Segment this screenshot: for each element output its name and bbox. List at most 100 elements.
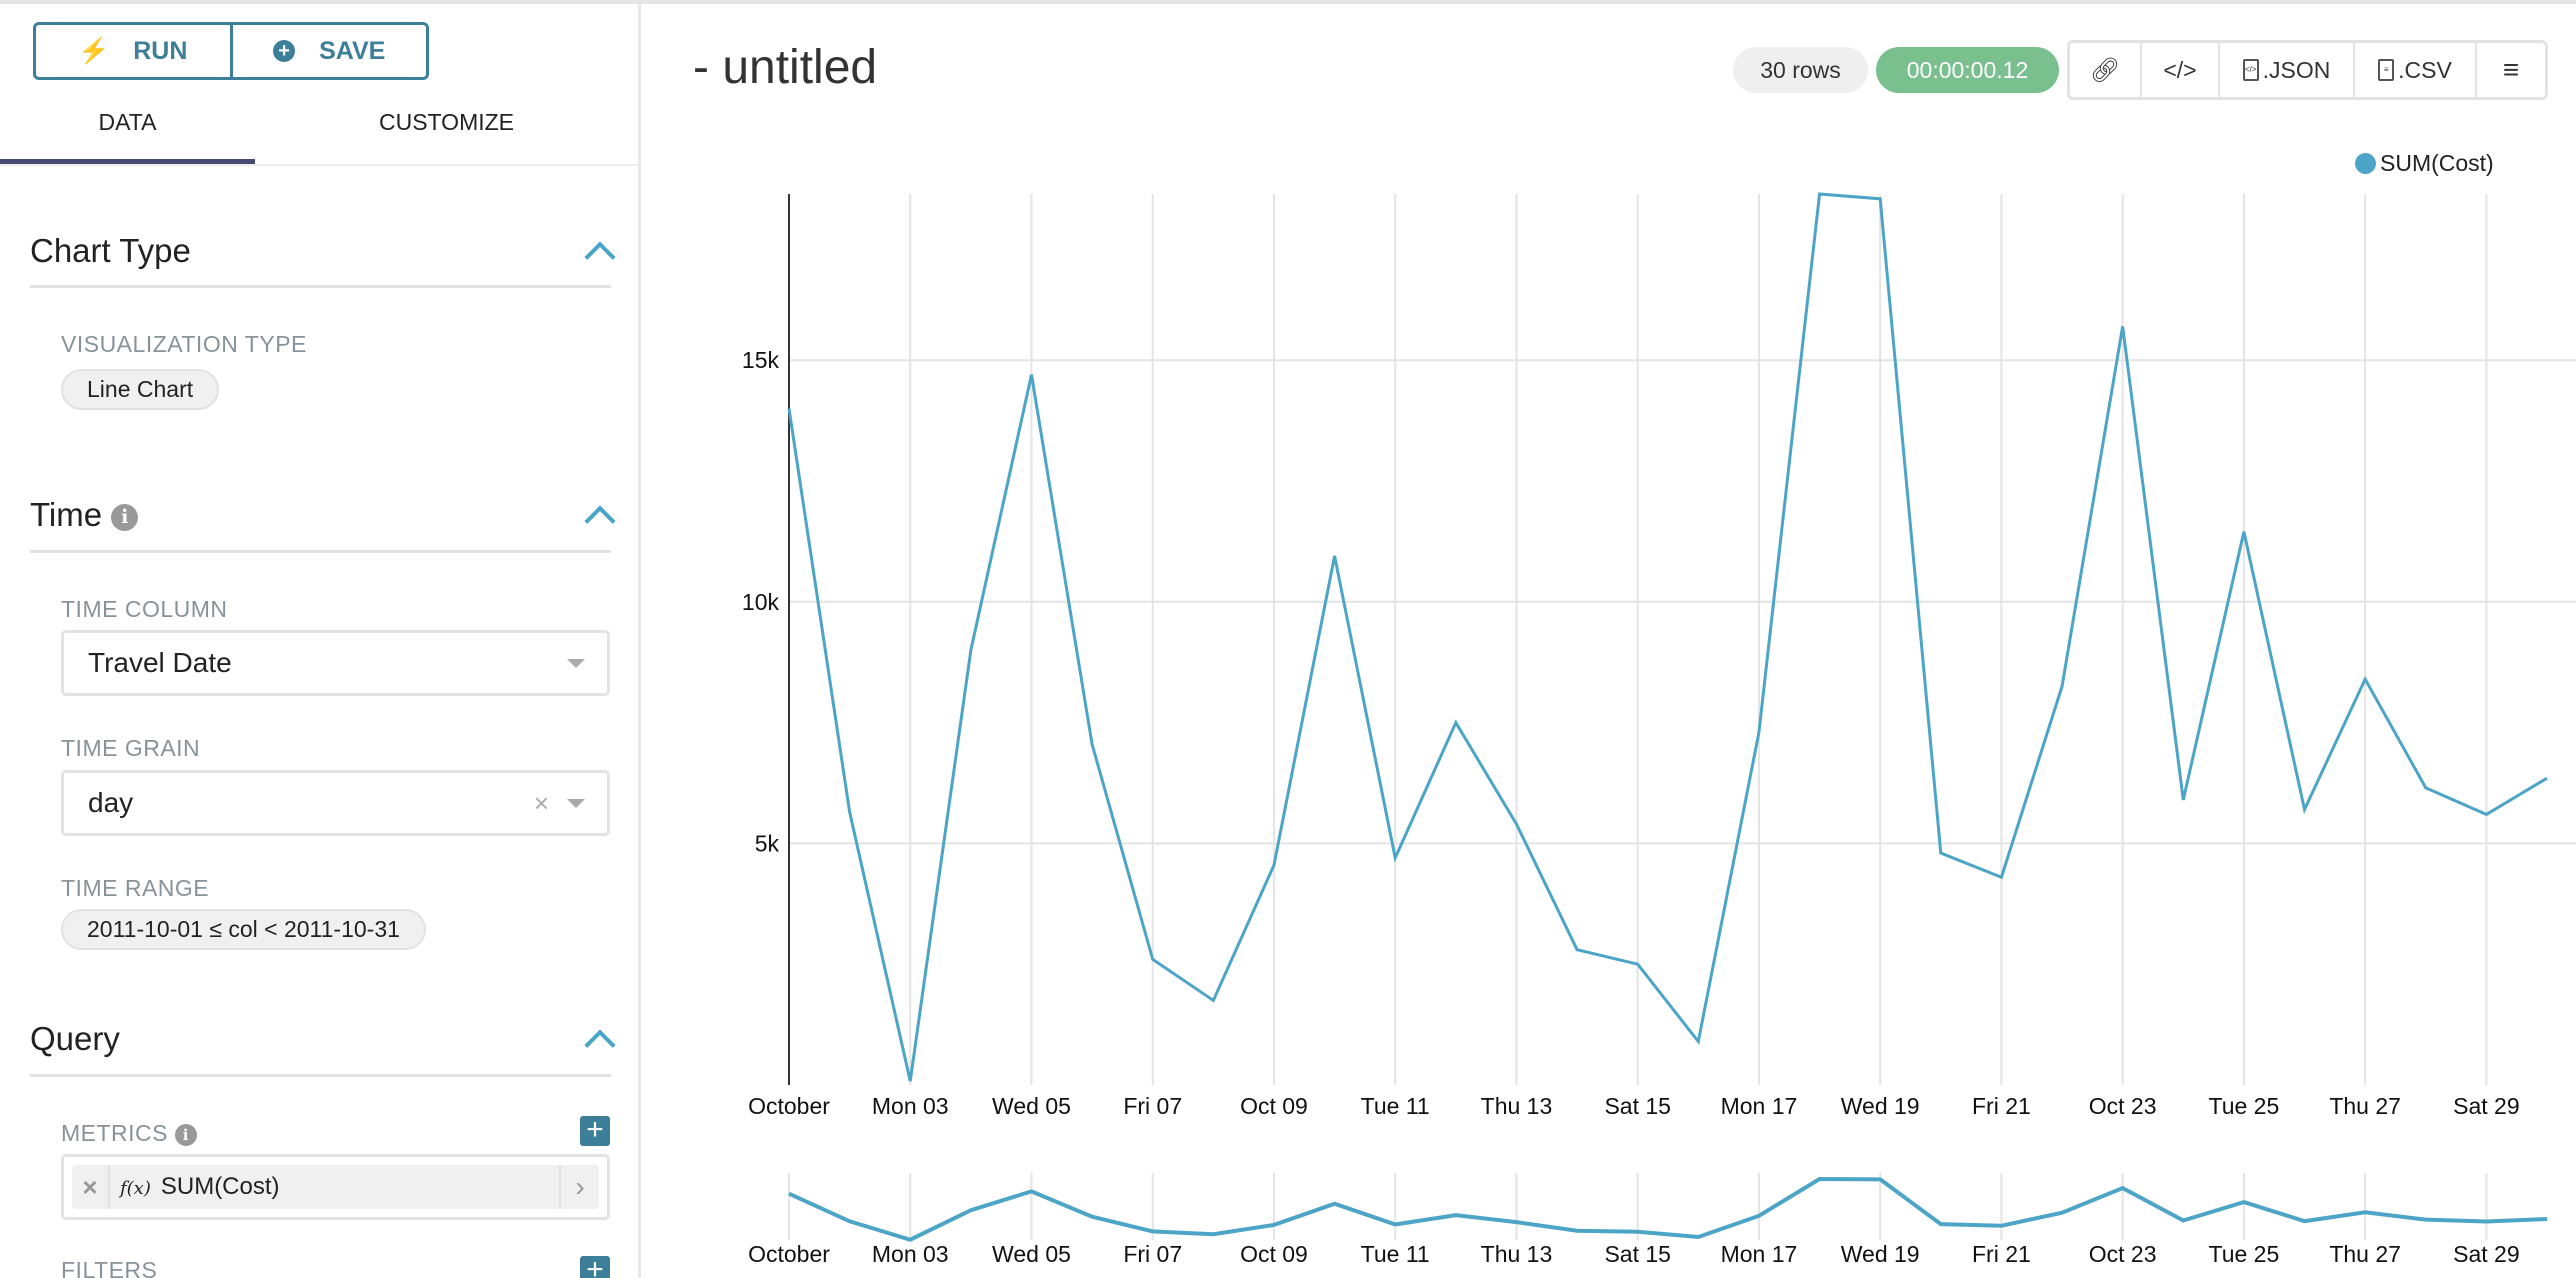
section-title: Query — [30, 1020, 120, 1057]
section-query[interactable]: Query — [30, 1020, 616, 1077]
data-point — [2180, 797, 2186, 803]
panel-tabs: DATA CUSTOMIZE — [0, 94, 638, 166]
data-point — [1453, 720, 1459, 726]
info-icon[interactable]: i — [174, 1123, 197, 1146]
section-chart-type[interactable]: Chart Type — [30, 232, 616, 288]
save-button[interactable]: + SAVE — [229, 25, 427, 77]
data-point — [1817, 191, 1823, 197]
x-tick-label: October — [748, 1093, 830, 1119]
run-button[interactable]: ⚡ RUN — [36, 25, 230, 77]
add-filter-button[interactable]: + — [580, 1255, 610, 1278]
data-point — [907, 1078, 913, 1084]
time-range-pill[interactable]: 2011-10-01 ≤ col < 2011-10-31 — [61, 909, 426, 950]
y-tick-label: 10k — [742, 589, 780, 615]
chevron-right-icon[interactable]: › — [559, 1165, 599, 1209]
data-point — [1877, 196, 1883, 202]
menu-button[interactable]: ≡ — [2475, 43, 2545, 97]
export-json-button[interactable]: </> .JSON — [2218, 43, 2353, 97]
x-tick-label: October — [748, 1241, 830, 1267]
y-tick-label: 5k — [755, 830, 780, 856]
metric-value: SUM(Cost) — [160, 1173, 280, 1200]
x-tick-label: Tue 11 — [1361, 1241, 1430, 1267]
section-time[interactable]: Time i — [30, 496, 616, 553]
data-point — [1332, 553, 1338, 559]
caret-down-icon — [567, 659, 585, 668]
metrics-label: METRICS i — [61, 1120, 197, 1147]
x-tick-label: Thu 13 — [1481, 1093, 1553, 1119]
embed-code-button[interactable]: </> — [2140, 43, 2218, 97]
data-point — [1392, 855, 1398, 861]
x-tick-label: Wed 19 — [1841, 1093, 1920, 1119]
range-selector-line[interactable] — [788, 1176, 2548, 1242]
data-point — [847, 809, 853, 815]
export-button-group: 🔗︎ </> </> .JSON ≡ .CSV ≡ — [2067, 40, 2548, 100]
control-panel: ⚡ RUN + SAVE DATA CUSTOMIZE Chart Type VIS… — [0, 4, 641, 1278]
x-tick-label: Wed 05 — [992, 1241, 1071, 1267]
line-chart: October Mon 03 Wed 05 Fri 07 Oct 09 Tue 11 Thu… — [742, 191, 2576, 1267]
file-text-icon: ≡ — [2378, 59, 2395, 81]
plus-circle-icon: + — [273, 40, 296, 62]
x-tick-label: Sat 15 — [1604, 1241, 1671, 1267]
data-point — [1271, 862, 1277, 868]
viz-type-pill[interactable]: Line Chart — [61, 369, 220, 410]
metric-name: f(x) SUM(Cost) — [110, 1173, 559, 1201]
data-point — [1574, 947, 1580, 953]
x-tick-label: Tue 25 — [2209, 1093, 2280, 1119]
x-tick-label: Thu 13 — [1481, 1241, 1553, 1267]
time-column-select[interactable]: Travel Date — [61, 630, 610, 696]
legend-item[interactable]: SUM(Cost) — [2355, 150, 2494, 177]
remove-icon[interactable]: × — [72, 1165, 110, 1209]
data-point — [1756, 729, 1762, 735]
data-point — [1635, 961, 1641, 967]
hamburger-icon: ≡ — [2502, 54, 2520, 85]
data-point — [2483, 811, 2489, 817]
tab-data[interactable]: DATA — [0, 94, 255, 164]
run-label: RUN — [133, 36, 188, 65]
x-tick-label: Oct 23 — [2089, 1241, 2157, 1267]
data-point — [1028, 372, 1034, 378]
x-tick-label: Wed 05 — [992, 1093, 1071, 1119]
x-tick-label: Oct 09 — [1240, 1093, 1308, 1119]
x-tick-label: Sat 15 — [1604, 1093, 1671, 1119]
data-point — [1150, 956, 1156, 962]
copy-link-button[interactable]: 🔗︎ — [2070, 43, 2140, 97]
x-tick-label: Fri 21 — [1972, 1093, 2031, 1119]
time-column-label: TIME COLUMN — [61, 596, 228, 622]
x-tick-label: Mon 17 — [1721, 1093, 1798, 1119]
chart-title[interactable]: - untitled — [693, 41, 878, 94]
x-tick-label: Sat 29 — [2453, 1093, 2520, 1119]
data-point — [2302, 807, 2308, 813]
x-tick-label: Mon 17 — [1721, 1241, 1798, 1267]
x-tick-label: Oct 09 — [1240, 1241, 1308, 1267]
metrics-field[interactable]: × f(x) SUM(Cost) › — [61, 1154, 610, 1220]
json-label: .JSON — [2262, 56, 2331, 83]
time-grain-select[interactable]: day × — [61, 770, 610, 836]
query-button-group: ⚡ RUN + SAVE — [33, 22, 429, 80]
clear-icon[interactable]: × — [533, 788, 549, 818]
caret-down-icon — [567, 799, 585, 808]
section-title: Time — [30, 496, 103, 533]
x-tick-label: Sat 29 — [2453, 1241, 2520, 1267]
data-point — [1938, 850, 1944, 856]
legend-label: SUM(Cost) — [2380, 150, 2494, 176]
data-point — [1695, 1039, 1701, 1045]
bolt-icon: ⚡ — [78, 36, 110, 65]
x-tick-label: Tue 11 — [1361, 1093, 1430, 1119]
data-point — [2423, 785, 2429, 791]
export-csv-button[interactable]: ≡ .CSV — [2353, 43, 2475, 97]
data-point — [2120, 323, 2126, 329]
x-tick-label: Tue 25 — [2209, 1241, 2280, 1267]
time-grain-value: day — [88, 787, 134, 818]
data-point — [1998, 874, 2004, 880]
data-point — [1089, 741, 1095, 747]
tab-customize[interactable]: CUSTOMIZE — [378, 109, 515, 135]
x-tick-label: Mon 03 — [872, 1093, 949, 1119]
data-point — [1210, 997, 1216, 1003]
info-icon[interactable]: i — [111, 503, 139, 531]
metric-tag[interactable]: × f(x) SUM(Cost) › — [72, 1165, 599, 1209]
function-icon: f(x) — [120, 1178, 151, 1199]
add-metric-button[interactable]: + — [580, 1115, 610, 1146]
x-tick-label: Wed 19 — [1841, 1241, 1920, 1267]
data-point — [2544, 775, 2550, 781]
time-column-value: Travel Date — [88, 647, 232, 678]
